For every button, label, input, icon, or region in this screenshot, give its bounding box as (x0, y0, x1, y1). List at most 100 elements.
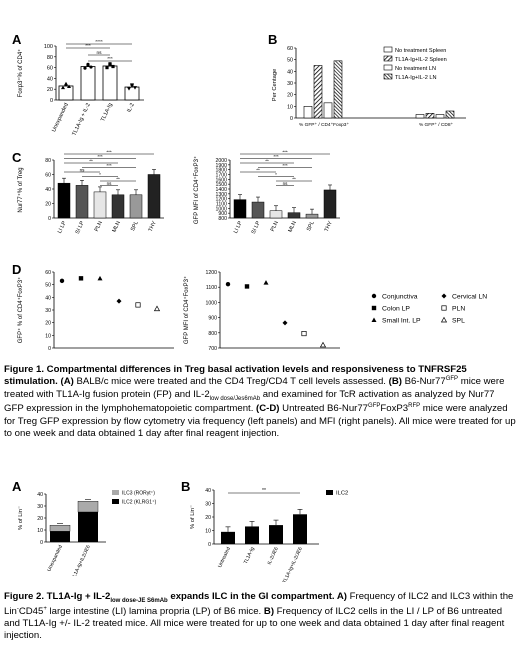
fig1c-right-tick-label: 800 (218, 216, 227, 222)
fig1b-legend-label: TL1A-Ig+IL-2 Spleen (395, 57, 447, 63)
fig1b-legend-label: TL1A-Ig+IL-2 LN (395, 75, 437, 81)
fig1c-right-bar (251, 201, 265, 219)
fig1c-right-x-label: LI LP (233, 220, 244, 234)
fig2b-sig-label: ** (262, 488, 266, 494)
fig2b-x-label: TL1A-Ig (243, 546, 256, 565)
fig1d-left-tick-label: 40 (45, 295, 51, 301)
fig1c-right-sig-label: * (275, 172, 277, 177)
fig1a-point (83, 66, 87, 70)
fig2b-tick-label: 10 (205, 529, 211, 535)
fig2a-x-label: TL1A-Ig+IL2/JE6 (70, 544, 91, 576)
fig1a-tick-label: 0 (50, 98, 53, 104)
fig1d-left-point (59, 278, 65, 284)
fig1c-right-bar (287, 212, 301, 219)
fig2a-tick-label: 30 (37, 504, 43, 510)
fig1a-point (61, 85, 65, 90)
fig1c-right-bar (323, 189, 337, 219)
fig1c-left-x-label: THY (148, 220, 158, 233)
caption-1-lead: Figure 1. Compartmental differences in T… (4, 364, 467, 388)
fig1c-right-bar (305, 213, 319, 219)
fig1c-right-bar (269, 210, 283, 219)
fig1b-legend-swatch (383, 73, 393, 80)
fig1a-sig-label: **** (95, 39, 103, 45)
fig2b-x-label: TL1A-Ig+IL-2/JE6 (282, 546, 304, 582)
fig1c-left-x-label: LI LP (57, 220, 68, 234)
fig1c-left-bar (93, 191, 107, 219)
fig1c-right-sig-label: ** (292, 177, 296, 182)
fig2a-tick-label: 0 (40, 540, 43, 546)
fig1a-point (64, 81, 68, 86)
fig1d-left-tick-label: 20 (45, 321, 51, 327)
fig1d-left-tick-label: 60 (45, 270, 51, 276)
fig2a-bar-ilc2 (78, 512, 98, 542)
panel-letter-c: C (12, 150, 22, 165)
fig1d-legend-marker (441, 293, 447, 299)
fig1d-legend-label: Colon LP (382, 306, 410, 313)
fig1c-right-tick-label: 1900 (215, 163, 227, 169)
fig1d-legend-marker (371, 305, 377, 311)
fig1c-right-tick-label: 1000 (215, 206, 227, 212)
fig1b-y-label: Per Centage (272, 69, 278, 102)
fig1d-legend-label: SPL (452, 318, 465, 325)
fig1c-right-tick-label: 1800 (215, 168, 227, 174)
fig1c-right-sig-label: *** (282, 163, 288, 168)
fig1c-right-tick-label: 2000 (215, 158, 227, 164)
fig1c-left-y-label: Nur77⁺% of Treg (17, 167, 24, 212)
fig1d-right-point (282, 320, 288, 326)
fig1b-bar (435, 114, 445, 119)
fig1c-left-tick-label: 20 (45, 202, 51, 208)
fig1a-point (89, 65, 93, 69)
chart-1d-right: 700 800 900 1000 1100 1200 GFP MFI of CD4⁺FoxP… (183, 270, 340, 352)
fig1b-legend-swatch (383, 55, 393, 62)
fig1d-right-tick-label: 1100 (206, 285, 217, 291)
fig1a-point (130, 83, 134, 87)
fig2b-tick-label: 40 (205, 488, 211, 494)
fig2b-tick-label: 0 (208, 542, 211, 548)
fig2a-bar-ilc2 (50, 531, 70, 542)
fig1d-left-point (153, 305, 161, 312)
chart-1d-left: 0 10 20 30 40 50 60 GFP⁺ % of CD4⁺FoxP3⁺ (17, 270, 174, 352)
chart-1c-right: 8009001000110012001300140015001600170018… (193, 150, 340, 235)
fig1b-x-label: % GFP⁺ / CD4⁺Foxp3⁺ (299, 122, 349, 128)
fig2a-legend-label: ILC3 (RORγt⁺) (122, 491, 155, 497)
fig1c-right-sig-label: ** (256, 168, 260, 173)
fig1d-left-tick-label: 0 (48, 346, 51, 352)
fig1c-left-x-label: SI LP (75, 220, 86, 235)
fig1a-tick-label: 80 (47, 55, 53, 61)
fig1d-legend-label: Small Int. LP (382, 318, 421, 325)
fig1c-left-tick-label: 60 (45, 173, 51, 179)
fig2a-legend-label: ILC2 (KLRG1⁺) (122, 500, 157, 506)
fig1c-left-sig-label: *** (97, 154, 103, 159)
fig1c-left-tick-label: 40 (45, 187, 51, 193)
fig1d-left-tick-label: 30 (45, 308, 51, 314)
fig1a-point (127, 87, 131, 91)
fig1c-right-x-label: SPL (306, 220, 316, 232)
fig1d-legend-marker (371, 317, 377, 322)
caption-1-a: (A) (60, 376, 74, 388)
fig1b-tick-label: 60 (287, 46, 293, 52)
fig1b-bar (313, 65, 323, 119)
fig2a-bar-ilc3 (49, 525, 71, 532)
fig2a-y-label: % of Lin⁻ (18, 506, 24, 530)
fig1a-x-label: Unexpanded (51, 102, 70, 133)
fig1c-left-sig-label: ns (80, 168, 86, 173)
fig1a-x-label: IL-2 (126, 102, 135, 113)
fig1c-right-x-label: MLN (287, 220, 297, 233)
fig1c-right-x-label: PLN (270, 220, 280, 232)
fig1c-left-sig-label: *** (106, 150, 112, 155)
fig1d-right-point (301, 331, 307, 337)
panel-letter-d: D (12, 262, 22, 277)
fig1b-legend-label: No treatment Spleen (395, 48, 446, 54)
fig1a-y-label: Foxp3⁺% of CD4⁺ (17, 49, 24, 98)
fig1b-bar (333, 60, 343, 119)
fig2b-legend-label: ILC2 (336, 491, 348, 497)
fig2a-x-label: Unexpanded (46, 544, 64, 572)
fig2a-tick-label: 40 (37, 492, 43, 498)
fig1b-legend-swatch (383, 46, 393, 53)
fig1b-tick-label: 10 (287, 104, 293, 110)
fig1a-point (105, 66, 109, 70)
fig1d-legend-label: PLN (452, 306, 465, 313)
fig1d-right-point (263, 280, 269, 285)
fig1c-left-bar (75, 185, 89, 219)
fig1c-right-x-label: SI LP (251, 220, 262, 235)
